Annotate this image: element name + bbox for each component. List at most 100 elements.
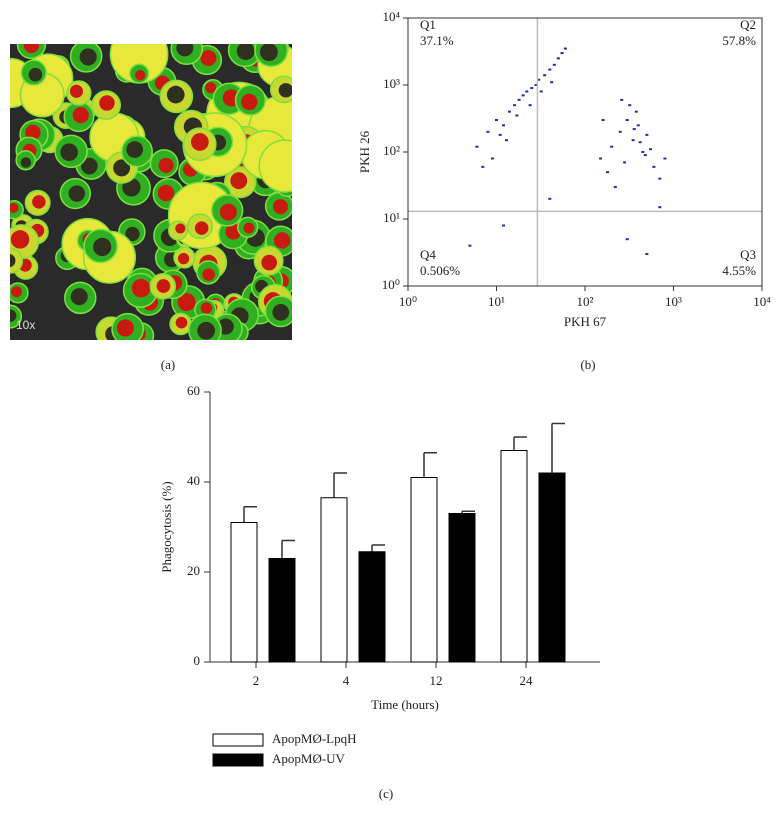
y-tick-label: 40: [187, 473, 200, 488]
nucleus: [69, 84, 84, 98]
nucleus: [10, 309, 17, 322]
point: [645, 133, 649, 136]
nucleus: [68, 185, 86, 202]
point: [610, 145, 614, 148]
point: [505, 139, 509, 142]
y-axis-label: PKH 26: [357, 130, 372, 173]
point: [645, 253, 649, 256]
point: [601, 119, 605, 122]
bar: [448, 513, 476, 663]
point: [495, 119, 498, 122]
point: [623, 161, 627, 164]
point: [502, 124, 506, 127]
nucleus: [219, 203, 237, 221]
point: [537, 78, 541, 81]
point: [599, 157, 603, 160]
nucleus: [23, 44, 40, 54]
quadrant-name: Q1: [420, 17, 436, 32]
point: [658, 206, 662, 209]
nucleus: [205, 82, 217, 94]
x-tick-label: 24: [520, 673, 534, 688]
quadrant-name: Q3: [740, 247, 756, 262]
y-tick-label: 0: [194, 653, 201, 668]
panel-label: (a): [161, 357, 175, 372]
point: [613, 186, 617, 189]
nucleus: [126, 141, 144, 158]
point: [481, 165, 485, 168]
point: [628, 104, 632, 107]
legend-label: ApopMØ-LpqH: [272, 731, 357, 746]
point: [641, 151, 645, 153]
point: [534, 84, 538, 86]
quadrant-value: 4.55%: [722, 263, 756, 278]
point: [525, 90, 529, 93]
x-tick-label: 12: [430, 673, 443, 688]
nucleus: [259, 44, 278, 62]
nucleus: [177, 252, 190, 265]
point: [634, 110, 638, 113]
y-tick-label: 10²: [383, 143, 400, 158]
bar: [410, 477, 438, 663]
point: [560, 52, 564, 55]
point: [631, 139, 635, 142]
nucleus: [197, 321, 216, 340]
microscopy-image: [10, 44, 292, 340]
nucleus: [202, 268, 215, 281]
y-tick-label: 10³: [383, 76, 400, 91]
quadrant-name: Q4: [420, 247, 436, 262]
nucleus: [20, 157, 32, 168]
point: [606, 171, 610, 174]
x-tick-label: 10³: [665, 294, 682, 309]
nucleus: [72, 106, 89, 124]
nucleus: [200, 302, 213, 314]
nucleus: [60, 143, 78, 161]
quadrant-value: 57.8%: [722, 33, 756, 48]
point: [486, 130, 490, 133]
nucleus: [166, 85, 185, 104]
y-tick-label: 60: [187, 383, 200, 398]
point: [649, 148, 653, 151]
point: [643, 154, 647, 157]
point: [638, 141, 642, 144]
nucleus: [116, 319, 134, 337]
nucleus: [131, 278, 151, 298]
nucleus: [243, 222, 255, 234]
point: [618, 130, 622, 133]
nucleus: [176, 44, 194, 57]
panel-label: (b): [580, 357, 595, 372]
x-tick-label: 4: [343, 673, 350, 688]
nucleus: [32, 195, 46, 209]
cell: [258, 139, 292, 193]
cells: [10, 44, 292, 340]
nucleus: [10, 230, 30, 249]
point: [556, 57, 560, 60]
nucleus: [135, 70, 146, 81]
point: [550, 81, 554, 84]
nucleus: [28, 67, 43, 82]
point: [625, 119, 629, 122]
y-axis-label: Phagocytosis (%): [159, 481, 174, 572]
nucleus: [241, 93, 258, 111]
y-tick-label: 10⁰: [382, 277, 400, 292]
point: [517, 98, 521, 101]
x-tick-label: 10⁴: [753, 294, 771, 309]
nucleus: [272, 199, 289, 215]
bar: [538, 472, 566, 663]
point: [636, 124, 640, 127]
point: [652, 165, 656, 168]
x-tick-label: 10⁰: [399, 294, 417, 309]
point: [513, 104, 517, 107]
point: [530, 87, 534, 90]
plot-frame: [407, 17, 763, 287]
bar: [500, 450, 528, 663]
point: [663, 157, 667, 160]
nucleus: [10, 254, 16, 268]
nucleus: [81, 157, 98, 175]
cell: [10, 247, 24, 274]
point: [490, 157, 494, 160]
panel-label: (c): [379, 786, 393, 801]
y-tick-label: 10¹: [383, 210, 400, 225]
nucleus: [261, 254, 278, 271]
nucleus: [273, 232, 291, 249]
point: [468, 244, 472, 247]
